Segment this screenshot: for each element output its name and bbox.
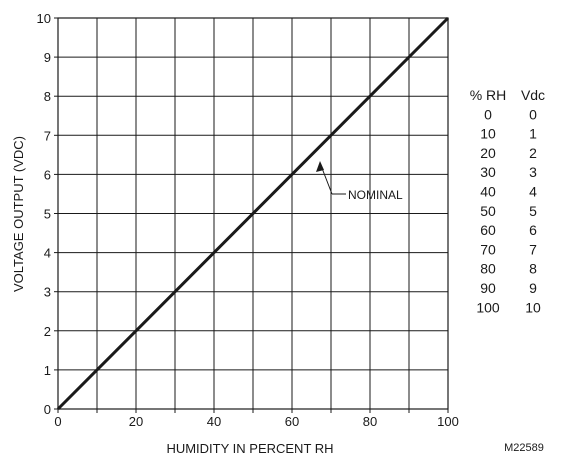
- table-cell-rh: 30: [480, 164, 496, 180]
- annotation-nominal: NOMINAL: [316, 161, 403, 202]
- table-cell-vdc: 8: [529, 261, 537, 277]
- y-axis-label: VOLTAGE OUTPUT (VDC): [11, 136, 26, 292]
- x-tick-label: 100: [437, 414, 459, 429]
- series-line-nominal: [56, 16, 450, 411]
- table-cell-rh: 10: [480, 126, 496, 142]
- annotation-arrowhead: [316, 161, 324, 172]
- table-cell-vdc: 3: [529, 164, 537, 180]
- y-tick-label: 5: [44, 207, 51, 222]
- plot-frame: [54, 17, 449, 413]
- y-tick-label: 4: [44, 246, 51, 261]
- annotation-label: NOMINAL: [348, 188, 403, 202]
- table-cell-rh: 70: [480, 241, 496, 257]
- x-tick-label: 0: [54, 414, 61, 429]
- table-cell-vdc: 4: [529, 184, 537, 200]
- x-tick-label: 40: [207, 414, 221, 429]
- table-cell-rh: 50: [480, 203, 496, 219]
- table-cell-rh: 20: [480, 145, 496, 161]
- table-cell-rh: 100: [476, 299, 500, 315]
- table-cell-vdc: 5: [529, 203, 537, 219]
- table-cell-vdc: 0: [529, 106, 537, 122]
- series-layer: [56, 16, 450, 411]
- y-tick-labels: 0 1 2 3 4 5 6 7 8 9 10: [37, 11, 51, 417]
- table-cell-vdc: 2: [529, 145, 537, 161]
- x-tick-label: 60: [285, 414, 299, 429]
- y-tick-label: 1: [44, 363, 51, 378]
- table-header-vdc: Vdc: [521, 87, 545, 103]
- table-cell-rh: 0: [484, 106, 492, 122]
- table-cell-vdc: 10: [525, 299, 541, 315]
- table-cell-rh: 80: [480, 261, 496, 277]
- table-cell-vdc: 6: [529, 222, 537, 238]
- y-tick-label: 2: [44, 324, 51, 339]
- table-cell-vdc: 1: [529, 126, 537, 142]
- table-cell-vdc: 9: [529, 280, 537, 296]
- rh-vdc-table: % RH Vdc 0 0 10 1 20 2 30 3 40 4 50 5 60 6 70 7 80 8 90 9 100 1…: [470, 87, 545, 315]
- x-tick-labels: 0 20 40 60 80 100: [54, 414, 458, 429]
- table-cell-rh: 90: [480, 280, 496, 296]
- y-tick-label: 0: [44, 402, 51, 417]
- y-tick-label: 7: [44, 128, 51, 143]
- x-tick-label: 80: [363, 414, 377, 429]
- table-header-rh: % RH: [470, 87, 507, 103]
- y-tick-label: 6: [44, 167, 51, 182]
- y-tick-label: 9: [44, 50, 51, 65]
- table-cell-rh: 60: [480, 222, 496, 238]
- x-tick-label: 20: [129, 414, 143, 429]
- x-axis-label: HUMIDITY IN PERCENT RH: [166, 441, 333, 456]
- table-cell-vdc: 7: [529, 241, 537, 257]
- y-tick-label: 8: [44, 89, 51, 104]
- y-tick-label: 3: [44, 285, 51, 300]
- table-cell-rh: 40: [480, 184, 496, 200]
- figure-id: M22589: [504, 442, 544, 454]
- y-tick-label: 10: [37, 11, 51, 26]
